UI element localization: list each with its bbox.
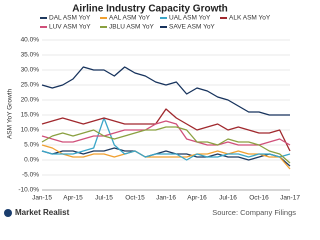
y-tick-label: 30.0% <box>21 67 40 74</box>
y-tick-label: 15.0% <box>21 112 40 119</box>
series-line <box>41 120 291 146</box>
y-tick-label: 20.0% <box>21 97 40 104</box>
legend-label: LUV ASM YoY <box>49 24 91 31</box>
y-tick-label: 35.0% <box>21 52 40 59</box>
series-line <box>41 144 291 170</box>
legend-label: UAL ASM YoY <box>169 15 211 22</box>
x-tick-label: Apr-16 <box>187 195 207 202</box>
y-tick-label: 25.0% <box>21 82 40 89</box>
x-tick-label: Oct-16 <box>249 195 269 202</box>
y-tick-label: 5.0% <box>24 142 39 149</box>
y-tick-label: -10.0% <box>18 187 39 194</box>
chart-title: Airline Industry Capacity Growth <box>72 4 228 15</box>
y-tick-label: 40.0% <box>21 37 40 44</box>
x-tick-label: Jan-15 <box>32 195 52 202</box>
x-tick-label: Jan-17 <box>280 195 300 202</box>
legend-label: JBLU ASM YoY <box>109 24 154 31</box>
x-tick-label: Jan-16 <box>156 195 176 202</box>
brand-logo <box>4 209 12 217</box>
x-tick-label: Oct-15 <box>125 195 145 202</box>
y-tick-label: 0.0% <box>24 157 39 164</box>
legend-label: SAVE ASM YoY <box>169 24 215 31</box>
legend-label: AAL ASM YoY <box>109 15 151 22</box>
legend-label: ALK ASM YoY <box>229 15 271 22</box>
brand: Market Realist <box>15 208 70 217</box>
series-line <box>41 117 291 161</box>
y-tick-label: -5.0% <box>22 172 39 179</box>
series-line <box>41 126 291 164</box>
series-line <box>41 108 291 152</box>
y-tick-label: 10.0% <box>21 127 40 134</box>
chart: Airline Industry Capacity Growth ASM YoY… <box>4 4 300 217</box>
x-tick-label: Jul-15 <box>95 195 113 202</box>
series-line <box>41 66 290 116</box>
series-line <box>41 147 291 167</box>
x-tick-label: Jul-16 <box>219 195 237 202</box>
source: Source: Company Filings <box>212 208 296 217</box>
legend-label: DAL ASM YoY <box>49 15 91 22</box>
x-tick-label: Apr-15 <box>63 195 83 202</box>
y-axis-label: ASM YoY Growth <box>7 89 14 139</box>
